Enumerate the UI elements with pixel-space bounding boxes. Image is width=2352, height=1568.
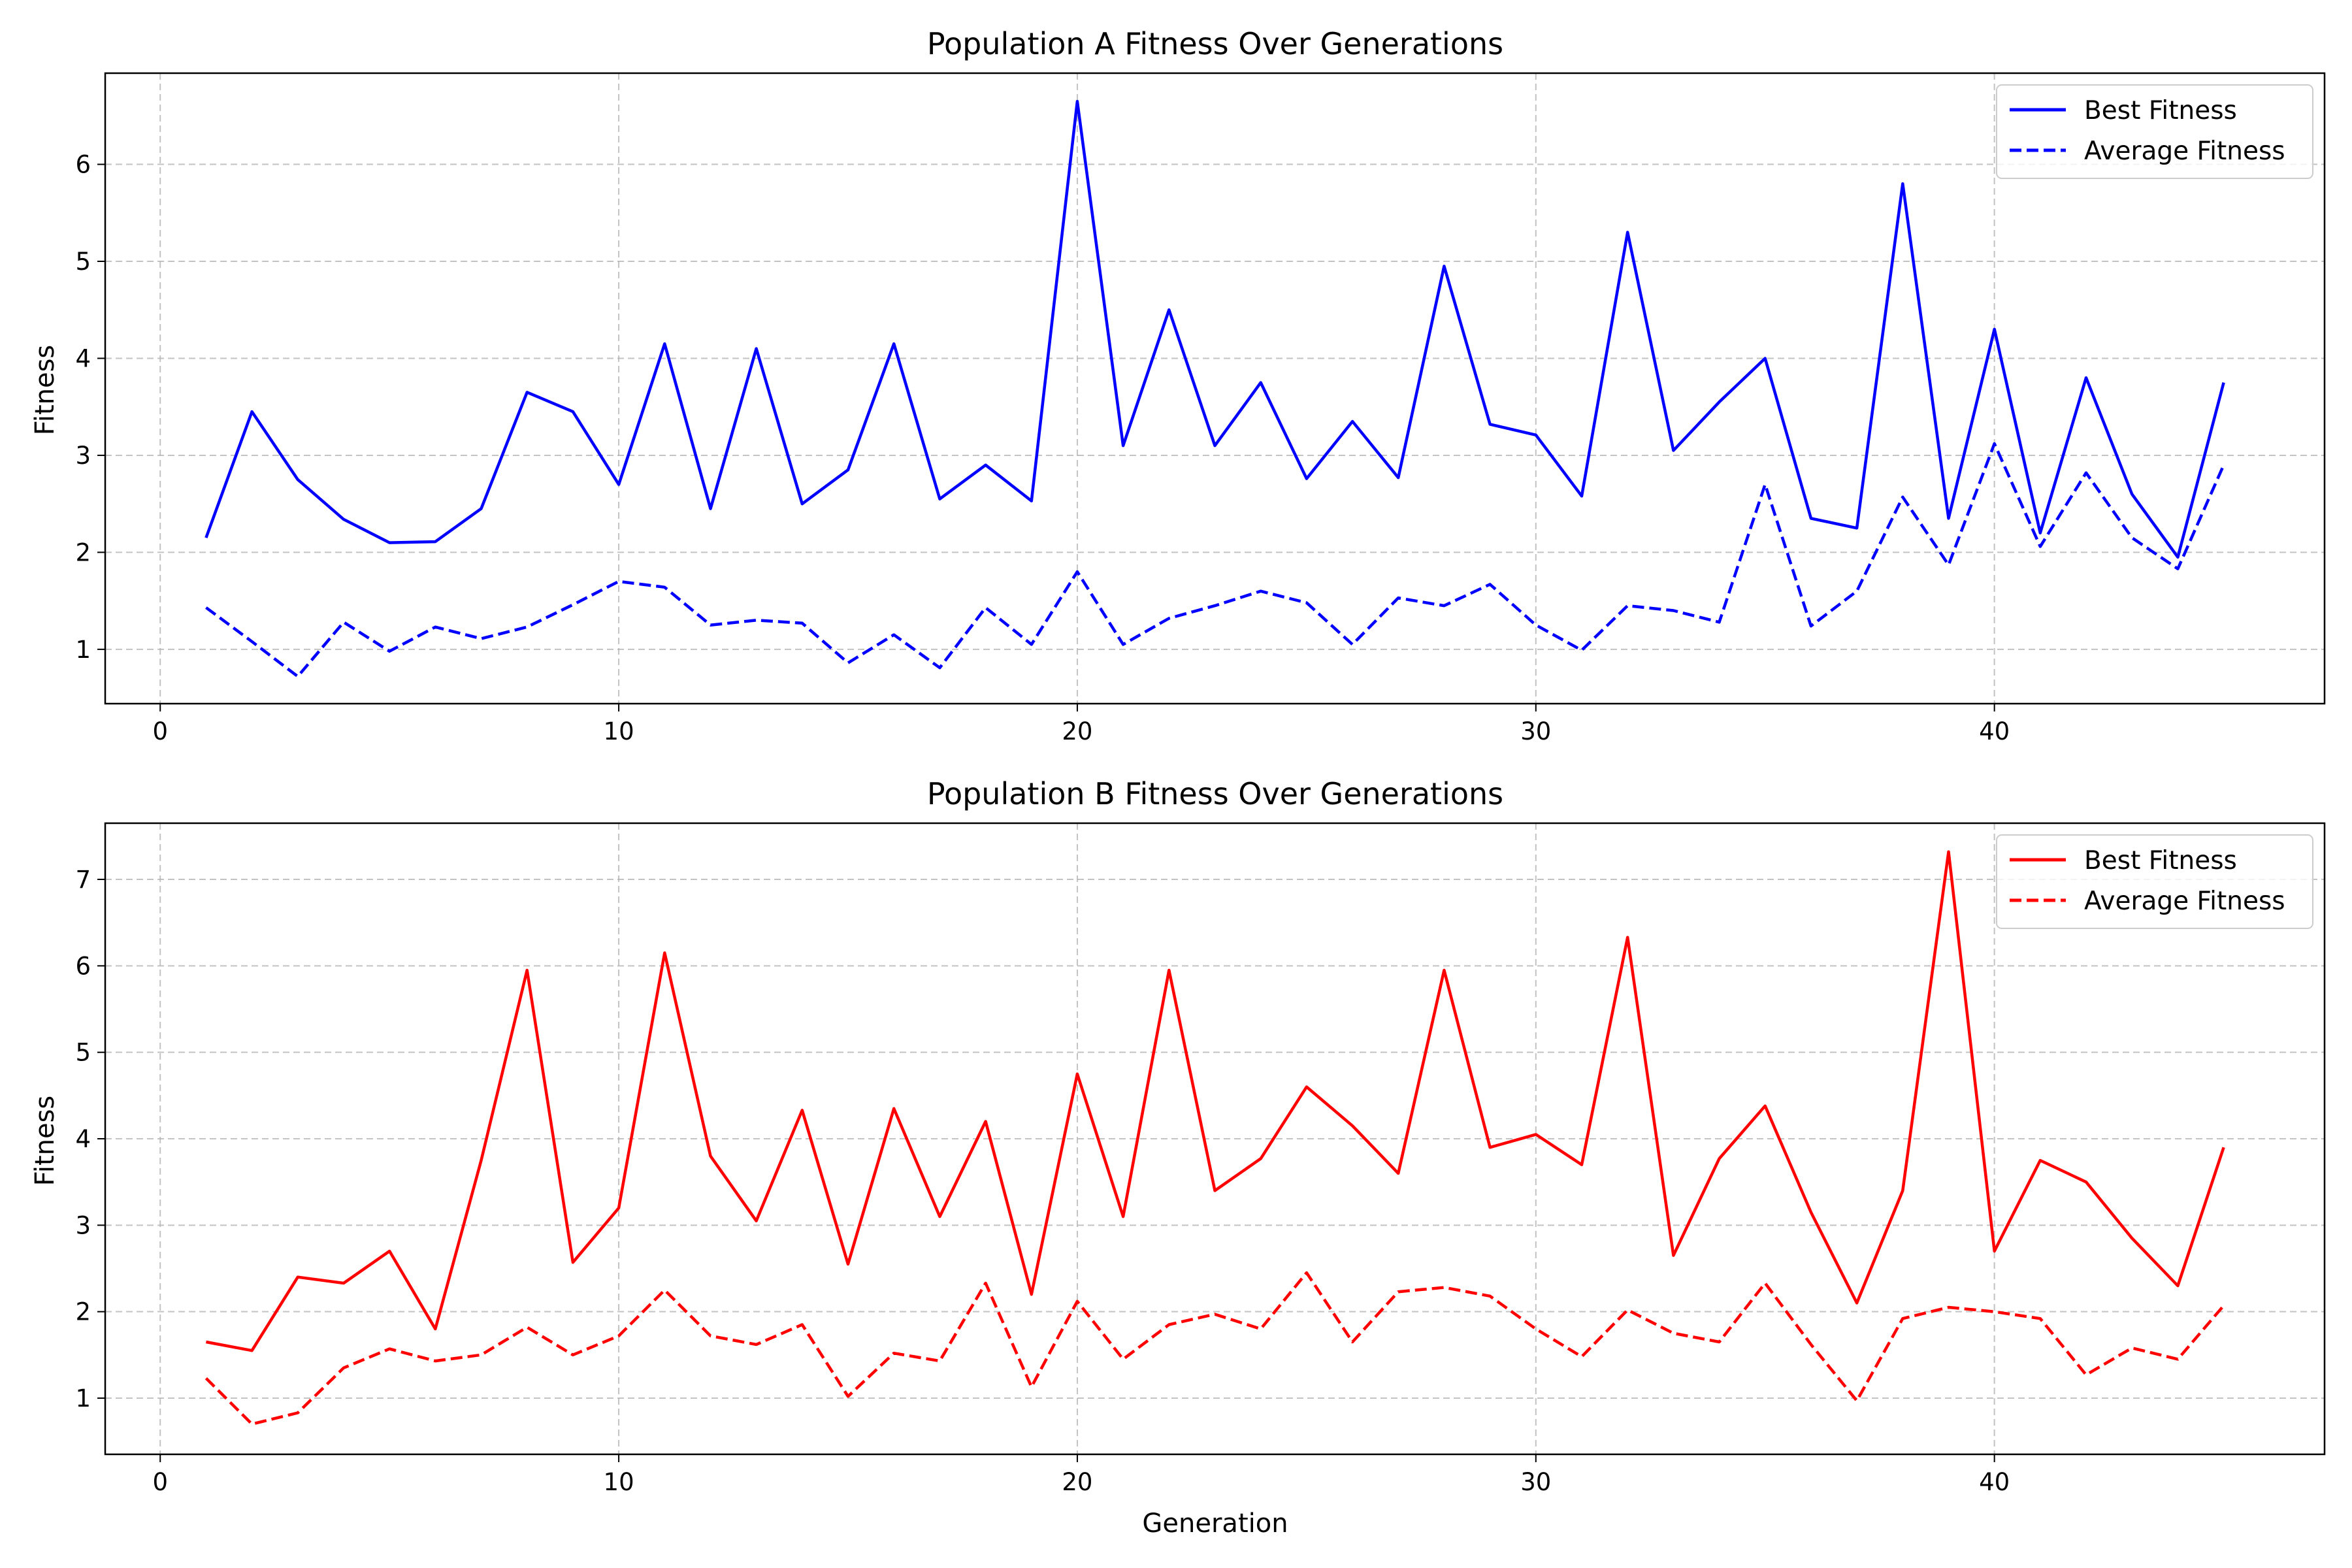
- y-tick-label: 4: [75, 344, 91, 372]
- y-tick-label: 3: [75, 1211, 91, 1239]
- legend-label-average-b: Average Fitness: [2084, 887, 2285, 916]
- series-lines-a: [204, 99, 2225, 678]
- y-tick-label: 4: [75, 1125, 91, 1153]
- y-ticks-b: 1 2 3 4 5 6 7: [75, 866, 105, 1413]
- y-tick-label: 5: [75, 1039, 91, 1067]
- legend-a: Best Fitness Average Fitness: [1996, 84, 2313, 179]
- y-tick-label: 5: [75, 248, 91, 276]
- x-tick-label: 10: [604, 717, 634, 745]
- chart-title-a: Population A Fitness Over Generations: [927, 26, 1503, 61]
- y-axis-label-a: Fitness: [30, 345, 60, 436]
- x-tick-label: 40: [1979, 1468, 2010, 1496]
- legend-box-b: [1996, 834, 2313, 929]
- y-tick-label: 2: [75, 538, 91, 566]
- x-tick-label: 20: [1062, 1468, 1092, 1496]
- x-ticks-a: 0 10 20 30 40: [152, 704, 2010, 745]
- series-lines-b: [204, 850, 2225, 1426]
- y-tick-label: 1: [75, 636, 91, 664]
- legend-b: Best Fitness Average Fitness: [1996, 834, 2313, 929]
- panel-population-b: Population B Fitness Over Generations 0 1…: [30, 776, 2326, 1539]
- x-tick-label: 0: [152, 1468, 168, 1496]
- legend-label-best-a: Best Fitness: [2084, 96, 2237, 125]
- x-tick-label: 30: [1520, 717, 1551, 745]
- y-tick-label: 3: [75, 442, 91, 470]
- x-tick-label: 20: [1062, 717, 1092, 745]
- x-tick-label: 40: [1979, 717, 2010, 745]
- plot-frame-a: [104, 72, 2326, 705]
- average-fitness-line-b: [204, 1271, 2225, 1426]
- y-tick-label: 2: [75, 1298, 91, 1326]
- legend-label-best-b: Best Fitness: [2084, 846, 2237, 875]
- y-tick-label: 6: [75, 952, 91, 980]
- best-fitness-line-b: [205, 850, 2225, 1352]
- y-tick-label: 7: [75, 866, 91, 894]
- y-tick-label: 6: [75, 151, 91, 179]
- gridlines-a: [105, 73, 2325, 704]
- x-tick-label: 30: [1520, 1468, 1551, 1496]
- y-axis-label-b: Fitness: [30, 1096, 60, 1186]
- gridlines-b: [105, 823, 2325, 1454]
- legend-box-a: [1996, 84, 2313, 179]
- x-ticks-b: 0 10 20 30 40: [152, 1454, 2010, 1496]
- x-axis-label-b: Generation: [1142, 1509, 1288, 1539]
- best-fitness-line-a: [204, 99, 2225, 559]
- legend-label-average-a: Average Fitness: [2084, 137, 2285, 166]
- chart-title-b: Population B Fitness Over Generations: [927, 776, 1503, 811]
- x-tick-label: 10: [604, 1468, 634, 1496]
- average-fitness-line-a: [205, 442, 2225, 678]
- panel-population-a: Population A Fitness Over Generations 0 1…: [30, 26, 2326, 745]
- x-tick-label: 0: [152, 717, 168, 745]
- y-tick-label: 1: [75, 1384, 91, 1413]
- y-ticks-a: 1 2 3 4 5 6: [75, 151, 105, 664]
